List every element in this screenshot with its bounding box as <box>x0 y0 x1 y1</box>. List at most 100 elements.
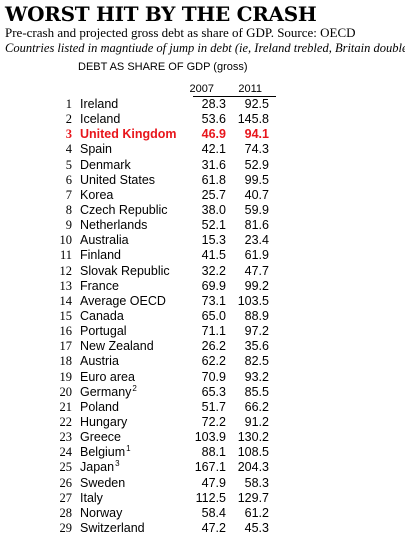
country-name: Hungary <box>80 414 128 429</box>
debt-2011-cell: 82.5 <box>244 354 269 369</box>
debt-2007-cell: 70.9 <box>201 369 226 384</box>
country-cell: Euro area <box>80 370 135 385</box>
country-cell: Australia <box>80 233 129 248</box>
debt-2007-cell: 52.1 <box>201 218 226 233</box>
debt-2007-cell: 61.8 <box>201 172 226 187</box>
country-cell: Korea <box>80 188 113 203</box>
debt-2011-cell: 66.2 <box>244 399 269 414</box>
country-cell: Italy <box>80 491 103 506</box>
country-cell: Ireland <box>80 97 118 112</box>
footnote-marker: 2 <box>132 383 137 393</box>
country-cell: Greece <box>80 430 121 445</box>
rank-cell: 11 <box>59 248 72 263</box>
debt-2011-cell: 92.5 <box>244 97 269 111</box>
rank-cell: 12 <box>59 263 73 278</box>
table-row: 25 Japan3 167.1 204.3 <box>0 460 405 475</box>
debt-2007-cell: 73.1 <box>201 293 226 308</box>
country-name: Slovak Republic <box>80 263 170 278</box>
country-name: Poland <box>80 399 119 414</box>
debt-2011-cell: 59.9 <box>244 202 269 217</box>
debt-2007-cell: 58.4 <box>201 505 226 520</box>
rank-cell: 27 <box>59 490 73 505</box>
debt-2007-cell: 112.5 <box>195 490 226 505</box>
debt-2011-cell: 74.3 <box>244 142 269 157</box>
country-name: Denmark <box>80 157 131 172</box>
debt-2007-cell: 15.3 <box>201 233 226 248</box>
footnote-marker: 1 <box>126 444 131 454</box>
debt-2007-cell: 65.0 <box>201 308 226 323</box>
rank-cell: 26 <box>59 475 73 490</box>
debt-2007-cell: 31.6 <box>201 157 226 172</box>
debt-2011-cell: 93.2 <box>244 369 269 384</box>
debt-2007-cell: 26.2 <box>201 339 226 354</box>
rank-cell: 16 <box>59 324 73 339</box>
rank-cell: 10 <box>59 233 73 248</box>
country-cell: Netherlands <box>80 218 147 233</box>
table-row: 13 France 69.9 99.2 <box>0 279 405 294</box>
debt-table: 1 Ireland 28.3 92.5 2 Iceland 53.6 145.8 3 United… <box>0 97 405 536</box>
country-cell: Canada <box>80 309 124 324</box>
rank-cell: 20 <box>59 384 73 399</box>
country-cell: United States <box>80 173 155 188</box>
debt-2007-cell: 28.3 <box>201 97 226 111</box>
rank-cell: 21 <box>59 399 73 414</box>
country-cell: Denmark <box>80 158 131 173</box>
rank-cell: 13 <box>59 278 73 293</box>
country-cell: Portugal <box>80 324 127 339</box>
debt-2011-cell: 81.6 <box>244 218 269 233</box>
rank-cell: 3 <box>65 127 72 142</box>
debt-2011-cell: 103.5 <box>237 293 269 308</box>
rank-cell: 23 <box>59 430 73 445</box>
table-row: 11 Finland 41.5 61.9 <box>0 248 405 263</box>
rank-cell: 4 <box>65 142 72 157</box>
table-row: 8 Czech Republic 38.0 59.9 <box>0 203 405 218</box>
country-name: Austria <box>80 354 119 369</box>
table-row: 18 Austria 62.2 82.5 <box>0 354 405 369</box>
country-name: Czech Republic <box>80 202 168 217</box>
country-cell: Slovak Republic <box>80 264 170 279</box>
country-name: Average OECD <box>80 293 166 308</box>
debt-2011-cell: 108.5 <box>237 445 269 460</box>
country-cell: Austria <box>80 354 119 369</box>
table-row: 6 United States 61.8 99.5 <box>0 173 405 188</box>
table-row: 15 Canada 65.0 88.9 <box>0 309 405 324</box>
country-name: France <box>80 278 119 293</box>
country-name: Sweden <box>80 475 126 490</box>
country-name: Canada <box>80 308 124 323</box>
rank-cell: 5 <box>65 157 72 172</box>
country-name: Finland <box>80 248 121 263</box>
rank-cell: 1 <box>65 97 72 111</box>
rank-cell: 19 <box>59 369 73 384</box>
country-name: Spain <box>80 142 112 157</box>
column-header-2011: 2011 <box>238 83 262 95</box>
debt-2011-cell: 145.8 <box>237 112 269 127</box>
table-row: 26 Sweden 47.9 58.3 <box>0 476 405 491</box>
country-name: Australia <box>80 233 129 248</box>
debt-2011-cell: 47.7 <box>244 263 269 278</box>
table-row: 9 Netherlands 52.1 81.6 <box>0 218 405 233</box>
country-cell: Spain <box>80 142 112 157</box>
debt-2011-cell: 23.4 <box>244 233 269 248</box>
table-row: 23 Greece 103.9 130.2 <box>0 430 405 445</box>
debt-2011-cell: 58.3 <box>244 475 269 490</box>
country-name: Netherlands <box>80 218 148 233</box>
table-row: 5 Denmark 31.6 52.9 <box>0 158 405 173</box>
table-row: 27 Italy 112.5 129.7 <box>0 491 405 506</box>
country-cell: Average OECD <box>80 294 166 309</box>
table-row: 2 Iceland 53.6 145.8 <box>0 112 405 127</box>
debt-2011-cell: 130.2 <box>237 430 269 445</box>
rank-cell: 6 <box>65 172 72 187</box>
table-row: 22 Hungary 72.2 91.2 <box>0 415 405 430</box>
debt-2007-cell: 32.2 <box>201 263 226 278</box>
debt-2007-cell: 167.1 <box>194 460 226 475</box>
table-caption: DEBT AS SHARE OF GDP (gross) <box>78 61 248 73</box>
rank-cell: 24 <box>59 445 73 460</box>
debt-2007-cell: 41.5 <box>201 248 226 263</box>
table-row: 29 Switzerland 47.2 45.3 <box>0 521 405 536</box>
debt-2007-cell: 46.9 <box>201 127 226 142</box>
country-cell: Sweden <box>80 476 125 491</box>
rank-cell: 15 <box>59 308 73 323</box>
rank-cell: 22 <box>59 414 73 429</box>
rank-cell: 7 <box>65 187 72 202</box>
debt-2011-cell: 52.9 <box>244 157 269 172</box>
